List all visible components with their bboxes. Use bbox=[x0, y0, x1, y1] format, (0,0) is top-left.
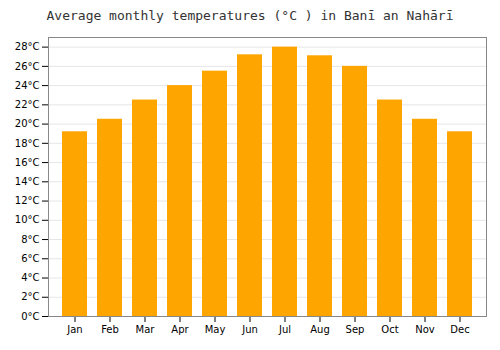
svg-text:8°C: 8°C bbox=[21, 234, 39, 245]
svg-text:22°C: 22°C bbox=[15, 99, 40, 110]
svg-text:18°C: 18°C bbox=[15, 138, 40, 149]
svg-text:Apr: Apr bbox=[171, 324, 189, 335]
svg-text:16°C: 16°C bbox=[15, 157, 40, 168]
svg-text:Jan: Jan bbox=[66, 324, 82, 335]
svg-text:20°C: 20°C bbox=[15, 118, 40, 129]
svg-text:4°C: 4°C bbox=[21, 272, 39, 283]
svg-text:14°C: 14°C bbox=[15, 176, 40, 187]
html-text:Average monthly temperatures (: Average monthly temperatures (°C ) in Ba… bbox=[46, 8, 454, 23]
svg-text:Oct: Oct bbox=[381, 324, 398, 335]
svg-text:Feb: Feb bbox=[101, 324, 119, 335]
svg-text:26°C: 26°C bbox=[15, 61, 40, 72]
svg-text:Jun: Jun bbox=[241, 324, 258, 335]
svg-text:10°C: 10°C bbox=[15, 214, 40, 225]
svg-text:0°C: 0°C bbox=[21, 311, 39, 322]
svg-text:12°C: 12°C bbox=[15, 195, 40, 206]
svg-text:Nov: Nov bbox=[415, 324, 435, 335]
svg-text:24°C: 24°C bbox=[15, 80, 40, 91]
svg-text:Sep: Sep bbox=[346, 324, 365, 335]
svg-text:28°C: 28°C bbox=[15, 41, 40, 52]
svg-text:Aug: Aug bbox=[310, 324, 330, 335]
svg-text:Dec: Dec bbox=[450, 324, 469, 335]
svg-text:Mar: Mar bbox=[136, 324, 156, 335]
svg-text:May: May bbox=[205, 324, 226, 335]
svg-text:6°C: 6°C bbox=[21, 253, 39, 264]
svg-text:Jul: Jul bbox=[278, 324, 291, 335]
svg-text:2°C: 2°C bbox=[21, 291, 39, 302]
